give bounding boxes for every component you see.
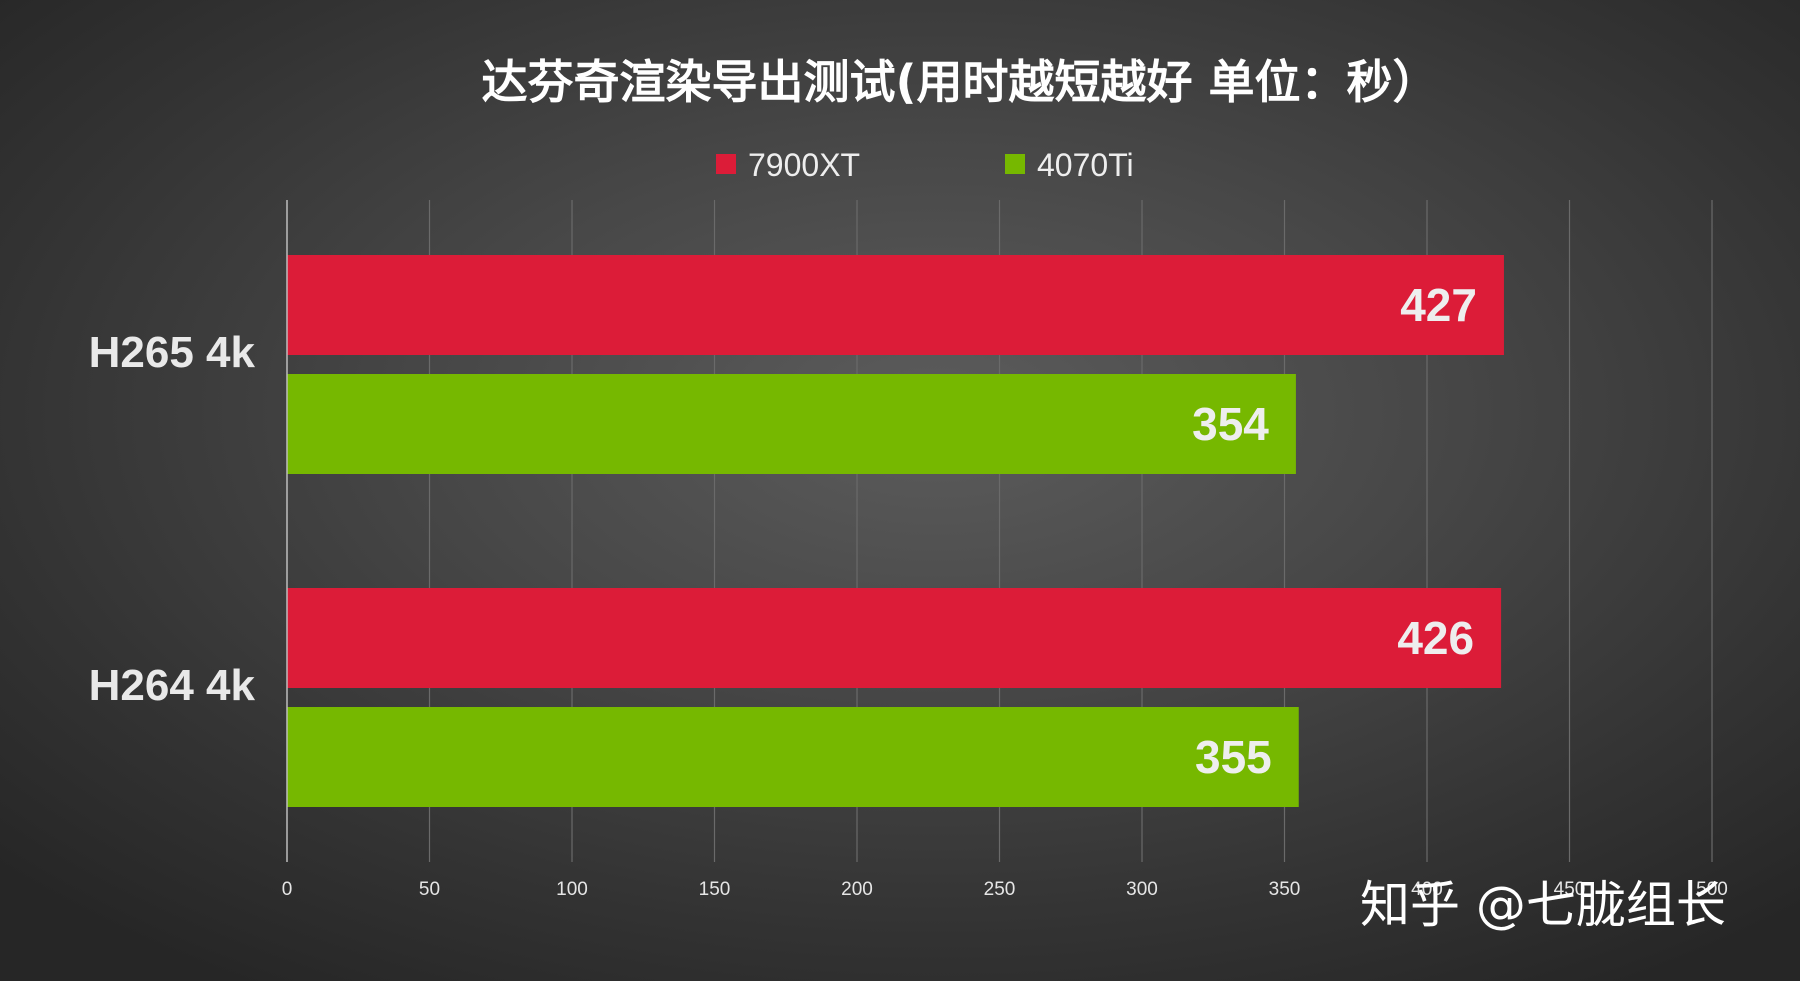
x-tick-label: 350	[1269, 879, 1301, 900]
x-tick-label: 100	[556, 879, 588, 900]
x-tick-label: 150	[699, 879, 731, 900]
x-tick-label: 50	[419, 879, 440, 900]
bar	[287, 707, 1299, 807]
legend-swatch-4070ti	[1005, 154, 1025, 174]
legend-swatch-7900xt	[716, 154, 736, 174]
bar	[287, 255, 1504, 355]
category-label: H265 4k	[89, 328, 256, 377]
legend-label-7900xt: 7900XT	[748, 147, 860, 183]
x-tick-label: 400	[1411, 879, 1443, 900]
bars	[287, 255, 1504, 807]
x-tick-label: 300	[1126, 879, 1158, 900]
data-label: 426	[1397, 612, 1474, 664]
data-label: 427	[1400, 279, 1477, 331]
legend-label-4070ti: 4070Ti	[1037, 147, 1134, 183]
bar	[287, 374, 1296, 474]
x-tick-label: 500	[1696, 879, 1728, 900]
x-tick-label: 0	[282, 879, 293, 900]
x-tick-label: 200	[841, 879, 873, 900]
x-tick-label: 450	[1554, 879, 1586, 900]
category-label: H264 4k	[89, 661, 256, 710]
data-label: 354	[1192, 398, 1269, 450]
bar	[287, 588, 1502, 688]
watermark: 知乎 @七胧组长	[1360, 876, 1726, 934]
legend: 7900XT 4070Ti	[716, 147, 1134, 183]
labels: 0 50 100 150 200 250 300 350 400 450 500 427 354 H265…	[89, 279, 1728, 900]
chart-title: 达芬奇渲染导出测试(用时越短越好 单位：秒）	[481, 55, 1438, 109]
x-tick-label: 250	[984, 879, 1016, 900]
data-label: 355	[1195, 731, 1272, 783]
